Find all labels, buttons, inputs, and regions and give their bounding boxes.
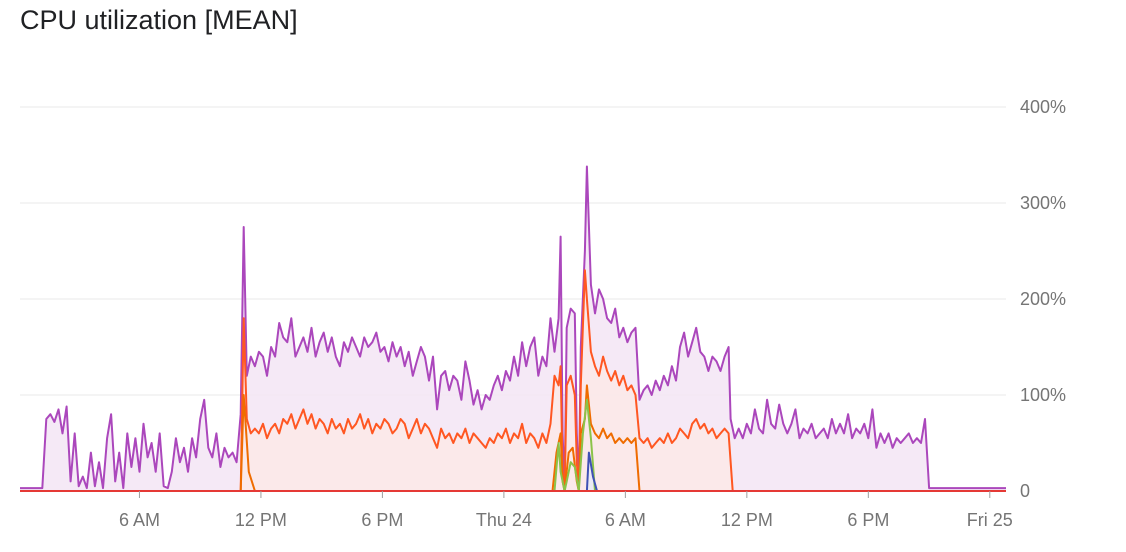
series-line-1: [20, 269, 1006, 492]
y-tick-label: 100%: [1020, 385, 1066, 405]
y-tick-label: 300%: [1020, 193, 1066, 213]
y-tick-label: 400%: [1020, 97, 1066, 117]
x-tick-label: 6 AM: [119, 510, 160, 530]
series-fills: [20, 166, 1006, 491]
y-axis-ticks: 0 100% 200% 300% 400%: [1020, 97, 1066, 501]
chart-title: CPU utilization [MEAN]: [20, 5, 298, 35]
x-tick-label: 6 PM: [847, 510, 889, 530]
x-tick-label: 12 PM: [235, 510, 287, 530]
x-tick-label: Fri 25: [967, 510, 1013, 530]
series-area-1: [20, 270, 1006, 491]
x-tick-label: 6 AM: [605, 510, 646, 530]
grid-lines: [20, 106, 1006, 396]
series-line-3: [553, 398, 596, 492]
series-line-0: [20, 165, 1006, 490]
y-tick-label: 200%: [1020, 289, 1066, 309]
series-area-4: [586, 452, 638, 491]
x-tick-label: 6 PM: [361, 510, 403, 530]
x-axis-ticks: 6 AM 12 PM 6 PM Thu 24 6 AM 12 PM 6 PM Fri 25: [119, 491, 1013, 530]
y-tick-label: 0: [1020, 481, 1030, 501]
x-tick-label: Thu 24: [476, 510, 532, 530]
x-tick-label: 12 PM: [721, 510, 773, 530]
series-area-0: [20, 166, 1006, 491]
